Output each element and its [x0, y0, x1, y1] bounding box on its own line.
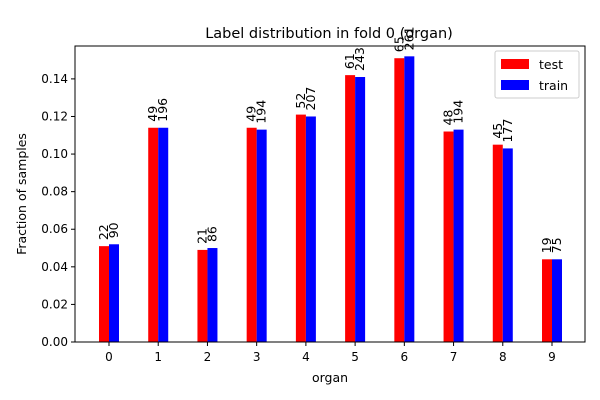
x-tick-label: 3	[253, 350, 261, 364]
bar-test	[99, 246, 109, 342]
bar-value-label: 90	[106, 222, 121, 238]
x-tick-label: 7	[450, 350, 458, 364]
legend: test train	[494, 50, 580, 99]
bar-value-label: 22	[96, 224, 111, 240]
bar-train	[453, 129, 464, 342]
bar-value-label: 86	[204, 226, 219, 242]
bar-train	[109, 244, 119, 342]
bar-train	[552, 259, 562, 342]
x-tick-label: 5	[351, 350, 359, 364]
bar-train	[502, 148, 513, 342]
y-axis-label: Fraction of samples	[14, 133, 29, 255]
bar-test	[246, 127, 257, 342]
bar-value-label: 194	[451, 100, 466, 124]
x-tick-label: 0	[105, 350, 113, 364]
bar-value-label: 194	[254, 100, 269, 124]
bar-value-label: 207	[303, 87, 318, 111]
y-tick-label: 0.06	[41, 222, 68, 236]
bar-test	[295, 114, 306, 342]
bar-value-label: 243	[352, 47, 367, 71]
bar-value-label: 49	[145, 106, 160, 122]
x-tick-label: 4	[302, 350, 310, 364]
bar-test	[542, 259, 552, 342]
bar-train	[355, 77, 366, 342]
y-tick-label: 0.10	[41, 147, 68, 161]
bar-train	[207, 248, 218, 342]
x-axis-label: organ	[312, 370, 348, 385]
bar-value-label: 196	[155, 98, 170, 122]
bar-value-label: 177	[500, 119, 515, 143]
bar-train	[158, 127, 169, 342]
x-tick-label: 1	[154, 350, 162, 364]
plot-frame	[74, 45, 586, 343]
x-tick-label: 2	[204, 350, 212, 364]
y-tick-label: 0.12	[41, 109, 68, 123]
legend-swatch-train	[501, 80, 529, 90]
bar-train	[404, 56, 415, 342]
bar-test	[197, 249, 208, 342]
bar-value-label: 61	[342, 53, 357, 69]
bar-value-label: 52	[293, 93, 308, 109]
x-tick-label: 6	[401, 350, 409, 364]
bar-test	[443, 131, 454, 342]
bar-value-label: 21	[194, 228, 209, 244]
bar-value-label: 48	[441, 110, 456, 126]
bar-test	[492, 144, 503, 342]
bar-value-label: 75	[549, 237, 564, 253]
y-tick-label: 0.04	[41, 260, 68, 274]
bar-test	[148, 127, 159, 342]
bar-value-label: 49	[244, 106, 259, 122]
bar-test	[394, 58, 405, 342]
y-tick-label: 0.14	[41, 72, 68, 86]
bar-train	[256, 129, 267, 342]
bar-value-label: 45	[490, 123, 505, 139]
y-tick-label: 0.00	[41, 335, 68, 349]
legend-label-train: train	[539, 78, 568, 93]
bar-value-label: 261	[401, 26, 416, 50]
bar-value-label: 19	[539, 237, 554, 253]
bar-train	[305, 116, 316, 342]
y-tick-label: 0.08	[41, 185, 68, 199]
legend-swatch-test	[501, 59, 529, 69]
plot-area: 0.000.020.040.060.080.100.120.1402290149…	[41, 26, 564, 364]
x-tick-label: 8	[499, 350, 507, 364]
bar-value-label: 65	[391, 36, 406, 52]
chart-title: Label distribution in fold 0 (organ)	[205, 26, 453, 42]
x-tick-label: 9	[548, 350, 556, 364]
bar-test	[345, 75, 356, 342]
legend-label-test: test	[539, 57, 563, 72]
y-tick-label: 0.02	[41, 297, 68, 311]
